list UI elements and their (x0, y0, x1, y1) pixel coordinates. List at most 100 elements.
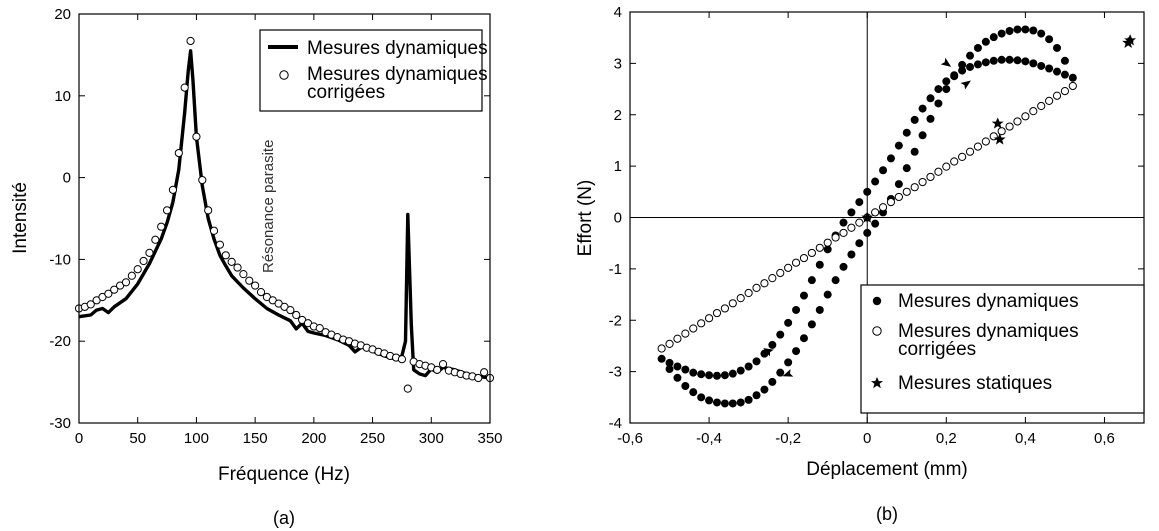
chart-b-filled-point (926, 94, 935, 103)
chart-b-filled-point (744, 362, 753, 371)
chart-b-open-point (665, 339, 674, 348)
chart-b-filled-point (728, 399, 737, 408)
chart-b-filled-point (958, 60, 967, 69)
chart-b-open-point (807, 248, 816, 258)
chart-b-filled-point (910, 147, 919, 156)
chart-b-filled-point (681, 365, 690, 374)
chart-b-filled-point (689, 368, 698, 377)
chart-b-filled-point (966, 62, 975, 71)
chart-a-point (438, 360, 448, 369)
chart-b-filled-point (871, 177, 880, 186)
chart-a-ytick-label: 10 (54, 88, 71, 105)
chart-b-open-point (1005, 122, 1014, 131)
chart-b-filled-point (728, 369, 737, 378)
chart-b-filled-point (839, 218, 848, 227)
chart-b-filled-point (705, 371, 714, 380)
chart-a-point (403, 384, 412, 393)
chart-a-point (162, 206, 172, 215)
chart-b: -0,6 -0,4 -0,2 0 0,2 0,4 0,6 -4 -3 -2 -1 0 1 2 3 4 Mesu… (575, 4, 1145, 524)
chart-b-filled-point (973, 60, 982, 69)
chart-b-filled-point (815, 305, 824, 314)
chart-b-ytick-label: 3 (614, 55, 622, 72)
chart-b-ytick-label: -2 (609, 312, 622, 329)
chart-a-point (151, 235, 160, 244)
chart-b-open-point (768, 274, 777, 283)
chart-b-filled-point (879, 166, 888, 175)
chart-b-open-point (831, 233, 840, 242)
chart-a-xtick-label: 100 (184, 430, 209, 447)
chart-b-filled-point (776, 330, 785, 339)
chart-b-filled-point (973, 43, 982, 52)
chart-b-open-point (958, 152, 967, 161)
chart-a: 0 50 100 150 200 250 300 350 -30 -20 -10 0 10 20 Réso… (10, 6, 503, 528)
chart-b-filled-point (784, 318, 793, 327)
chart-b-filled-point (894, 180, 903, 189)
chart-a-point (145, 248, 154, 257)
chart-b-filled-point (673, 373, 682, 382)
chart-b-star-point (991, 117, 1004, 129)
chart-b-ytick-label: -3 (609, 364, 622, 381)
chart-b-caption: (b) (876, 504, 898, 524)
chart-b-filled-point (1037, 61, 1046, 70)
chart-b-open-point (934, 167, 943, 176)
chart-b-open-point (1068, 81, 1077, 91)
chart-b-filled-point (1053, 67, 1062, 76)
chart-a-point (204, 206, 213, 215)
chart-b-open-point (910, 183, 919, 192)
chart-b-open-point (1021, 112, 1030, 121)
chart-b-filled-point (768, 340, 777, 349)
chart-b-legend-filled-label: Mesures dynamiques (898, 291, 1079, 312)
chart-b-filled-point (1037, 29, 1046, 38)
chart-b-open-point (712, 308, 722, 318)
chart-b-open-point (681, 329, 690, 338)
chart-b-filled-point (918, 131, 927, 140)
chart-b-open-point (839, 228, 848, 238)
chart-a-point (221, 251, 230, 260)
chart-b-open-point (1060, 87, 1070, 96)
chart-b-filled-point (989, 33, 998, 42)
chart-b-xtick-label: -0,2 (775, 430, 801, 447)
chart-a-xlabel: Fréquence (Hz) (218, 464, 350, 485)
chart-a-frame (78, 13, 491, 424)
chart-a-point (239, 270, 248, 279)
chart-a-xtick-label: 0 (75, 430, 83, 447)
chart-b-legend-open-label: Mesures dynamiques corrigées (898, 321, 1079, 360)
chart-b-ytick-label: 4 (614, 4, 622, 21)
chart-a-point (110, 285, 119, 294)
chart-b-filled-point (815, 260, 824, 269)
chart-b-open-point (871, 208, 880, 217)
chart-b-xtick-label: 0,4 (1015, 430, 1036, 447)
chart-b-filled-point (894, 141, 903, 150)
chart-b-ytick-label: 2 (614, 107, 622, 124)
chart-b-xtick-label: 0 (863, 430, 871, 447)
chart-b-filled-point (697, 370, 706, 379)
chart-a-point (256, 288, 266, 297)
chart-b-open-point (1013, 117, 1022, 126)
chart-b-filled-point (807, 276, 816, 285)
chart-b-filled-point (902, 164, 911, 173)
chart-b-open-point (942, 162, 951, 171)
chart-b-open-point (926, 172, 935, 182)
chart-b-filled-point (673, 362, 682, 371)
chart-b-filled-point (799, 334, 808, 343)
chart-a-point (227, 257, 236, 266)
chart-b-direction-arrow (782, 369, 794, 377)
chart-b-open-point (823, 238, 832, 247)
chart-b-filled-point (886, 154, 895, 163)
chart-b-ylabel: Effort (N) (575, 180, 596, 257)
chart-a-xtick-label: 300 (419, 430, 444, 447)
chart-b-open-point (744, 288, 753, 298)
chart-b-open-point (918, 177, 927, 187)
chart-b-open-point (855, 218, 864, 227)
chart-b-ytick-label: -4 (609, 415, 622, 432)
chart-b-open-point (894, 192, 903, 202)
chart-b-open-point (720, 304, 729, 313)
chart-b-filled-point (823, 245, 832, 254)
chart-b-open-point (815, 243, 824, 252)
chart-a-point (209, 226, 219, 235)
chart-b-open-point (950, 157, 959, 166)
chart-b-open-point (1037, 101, 1046, 111)
chart-b-filled-point (705, 396, 714, 405)
chart-b-filled-point (989, 56, 998, 65)
